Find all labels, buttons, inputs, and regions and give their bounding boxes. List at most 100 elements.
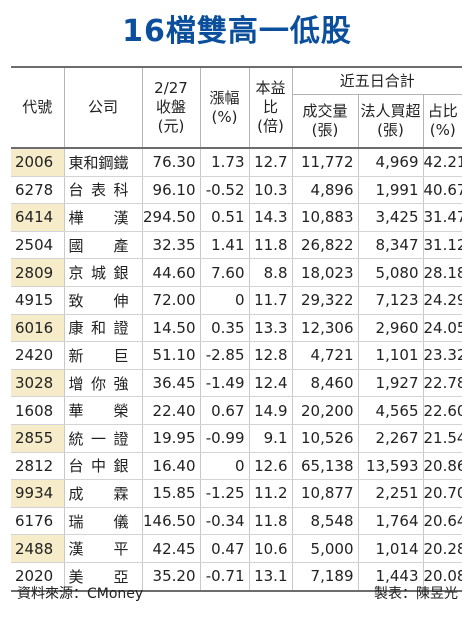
buy-ratio: 24.29 (423, 286, 462, 315)
stock-code: 2812 (11, 452, 65, 481)
five-day-volume: 5,000 (292, 534, 359, 563)
stock-code: 2855 (11, 424, 65, 453)
pe-ratio: 12.8 (249, 341, 293, 370)
buy-ratio: 20.28 (423, 534, 462, 563)
close-price: 36.45 (142, 369, 201, 398)
institutional-net-buy: 2,267 (358, 424, 424, 453)
institutional-net-buy: 8,347 (358, 231, 424, 260)
change-percent: 0 (200, 452, 250, 481)
data-source: 資料來源：CMoney (17, 586, 144, 602)
pe-ratio: 11.2 (249, 479, 293, 508)
five-day-volume: 65,138 (292, 452, 359, 481)
institutional-net-buy: 1,927 (358, 369, 424, 398)
institutional-net-buy: 1,014 (358, 534, 424, 563)
company-name: 美 亞 (64, 562, 143, 592)
header-five-day-group: 近五日合計 (292, 67, 462, 95)
company-name: 統 一 證 (64, 424, 143, 453)
institutional-net-buy: 4,969 (358, 148, 424, 177)
header-volume-label: 成交量 (302, 102, 348, 120)
close-price: 76.30 (142, 148, 201, 177)
five-day-volume: 8,548 (292, 507, 359, 536)
buy-ratio: 22.60 (423, 396, 462, 425)
company-name: 台 中 銀 (64, 452, 143, 481)
buy-ratio: 20.86 (423, 452, 462, 481)
table-credit: 製表：陳昱光 (374, 586, 458, 602)
change-percent: -1.49 (200, 369, 250, 398)
header-pe-label2: 比 (262, 98, 278, 116)
pe-ratio: 10.3 (249, 176, 293, 205)
change-percent: 0.47 (200, 534, 250, 563)
header-institutional-unit: (張) (377, 121, 404, 139)
five-day-volume: 20,200 (292, 396, 359, 425)
stock-code: 3028 (11, 369, 65, 398)
institutional-net-buy: 1,991 (358, 176, 424, 205)
change-percent: 1.41 (200, 231, 250, 260)
five-day-volume: 8,460 (292, 369, 359, 398)
buy-ratio: 23.32 (423, 341, 462, 370)
pe-ratio: 13.3 (249, 314, 293, 343)
institutional-net-buy: 1,764 (358, 507, 424, 536)
buy-ratio: 24.05 (423, 314, 462, 343)
header-change: 漲幅 (%) (200, 67, 250, 148)
change-percent: -1.25 (200, 479, 250, 508)
header-ratio-unit: (%) (429, 121, 456, 139)
stock-code: 6176 (11, 507, 65, 536)
five-day-volume: 4,721 (292, 341, 359, 370)
buy-ratio: 42.21 (423, 148, 462, 177)
change-percent: 0.67 (200, 396, 250, 425)
pe-ratio: 13.1 (249, 562, 293, 592)
stock-code: 2488 (11, 534, 65, 563)
change-percent: -2.85 (200, 341, 250, 370)
institutional-net-buy: 4,565 (358, 396, 424, 425)
close-price: 22.40 (142, 396, 201, 425)
header-change-label: 漲幅 (209, 88, 240, 107)
header-institutional: 法人買超 (張) (358, 94, 424, 148)
company-name: 成 霖 (64, 479, 143, 508)
close-price: 96.10 (142, 176, 201, 205)
company-name: 台 表 科 (64, 176, 143, 205)
company-name: 增 你 強 (64, 369, 143, 398)
company-name: 東和鋼鐵 (64, 148, 143, 177)
company-name: 康 和 證 (64, 314, 143, 343)
buy-ratio: 31.12 (423, 231, 462, 260)
institutional-net-buy: 7,123 (358, 286, 424, 315)
change-percent: -0.99 (200, 424, 250, 453)
header-ratio: 占比 (%) (423, 95, 462, 149)
stock-code: 6278 (11, 176, 65, 205)
close-price: 146.50 (142, 507, 201, 536)
company-name: 國 產 (64, 231, 143, 260)
close-price: 16.40 (142, 452, 201, 481)
close-price: 14.50 (142, 314, 201, 343)
company-name: 致 伸 (64, 286, 143, 315)
close-price: 51.10 (142, 341, 201, 370)
change-percent: 0 (200, 286, 250, 315)
pe-ratio: 12.6 (249, 452, 293, 481)
change-percent: 7.60 (200, 258, 250, 287)
pe-ratio: 8.8 (249, 258, 293, 287)
close-price: 32.35 (142, 231, 201, 260)
buy-ratio: 21.54 (423, 424, 462, 453)
header-close-date: 2/27 (154, 79, 188, 97)
pe-ratio: 11.7 (249, 286, 293, 315)
close-price: 44.60 (142, 258, 201, 287)
stock-code: 4915 (11, 286, 65, 315)
header-code: 代號 (11, 67, 65, 148)
stock-code: 2504 (11, 231, 65, 260)
institutional-net-buy: 13,593 (358, 452, 424, 481)
stock-code: 1608 (11, 396, 65, 425)
change-percent: 0.35 (200, 314, 250, 343)
stock-code: 2420 (11, 341, 65, 370)
five-day-volume: 11,772 (292, 148, 359, 177)
close-price: 72.00 (142, 286, 201, 315)
pe-ratio: 14.3 (249, 203, 293, 232)
